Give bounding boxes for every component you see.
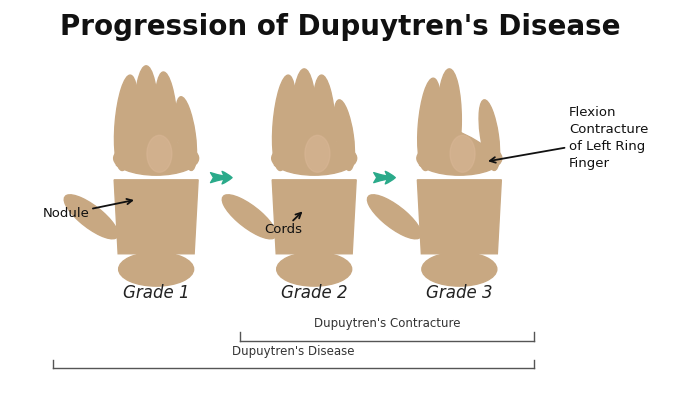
Text: Progression of Dupuytren's Disease: Progression of Dupuytren's Disease — [60, 12, 620, 41]
Text: Dupuytren's Contracture: Dupuytren's Contracture — [313, 317, 460, 330]
Ellipse shape — [134, 66, 158, 171]
Text: Nodule: Nodule — [44, 199, 132, 220]
Ellipse shape — [222, 195, 276, 239]
Ellipse shape — [305, 135, 330, 172]
Ellipse shape — [334, 100, 354, 170]
Polygon shape — [114, 180, 198, 254]
Ellipse shape — [460, 161, 479, 168]
Text: Grade 1: Grade 1 — [123, 284, 190, 302]
Ellipse shape — [272, 141, 357, 175]
Text: Dupuytren's Disease: Dupuytren's Disease — [232, 345, 354, 358]
Ellipse shape — [314, 161, 334, 168]
Ellipse shape — [479, 100, 500, 170]
Ellipse shape — [417, 141, 502, 175]
Polygon shape — [418, 180, 501, 254]
Ellipse shape — [114, 141, 199, 175]
Ellipse shape — [418, 78, 441, 170]
Ellipse shape — [292, 69, 316, 171]
Ellipse shape — [64, 195, 118, 239]
Ellipse shape — [440, 128, 498, 164]
Ellipse shape — [116, 161, 136, 168]
Ellipse shape — [178, 161, 194, 168]
Ellipse shape — [147, 135, 172, 172]
Ellipse shape — [293, 161, 315, 168]
Ellipse shape — [175, 97, 197, 170]
Ellipse shape — [156, 161, 176, 168]
Polygon shape — [272, 180, 356, 254]
Ellipse shape — [135, 161, 157, 168]
Ellipse shape — [439, 161, 460, 168]
Ellipse shape — [481, 161, 498, 168]
Ellipse shape — [420, 161, 439, 168]
Ellipse shape — [313, 75, 335, 170]
Text: Grade 2: Grade 2 — [281, 284, 347, 302]
Ellipse shape — [274, 161, 294, 168]
Ellipse shape — [155, 72, 177, 170]
Ellipse shape — [422, 252, 497, 286]
Text: Cords: Cords — [265, 213, 303, 236]
Text: Grade 3: Grade 3 — [426, 284, 492, 302]
Ellipse shape — [450, 135, 475, 172]
Ellipse shape — [118, 252, 194, 286]
Ellipse shape — [336, 161, 352, 168]
Ellipse shape — [367, 195, 422, 239]
Ellipse shape — [114, 75, 138, 170]
Text: Flexion
Contracture
of Left Ring
Finger: Flexion Contracture of Left Ring Finger — [569, 106, 649, 170]
Ellipse shape — [273, 75, 296, 170]
Ellipse shape — [277, 252, 352, 286]
Ellipse shape — [437, 69, 461, 171]
